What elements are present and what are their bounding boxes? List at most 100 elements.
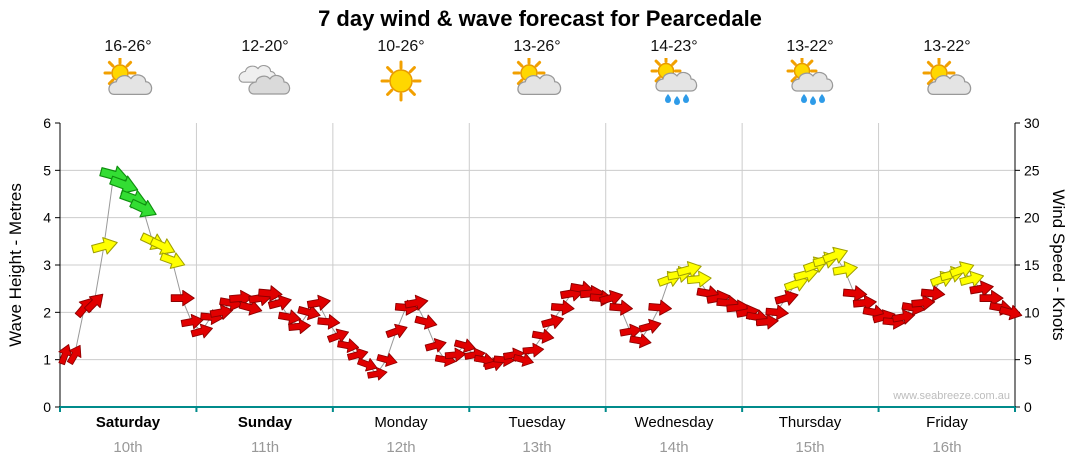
wind-arrow — [676, 261, 702, 278]
wind-arrow — [619, 323, 642, 339]
wind-arrow — [337, 338, 360, 353]
wind-arrow — [180, 314, 204, 330]
wind-arrow — [959, 270, 985, 288]
wind-arrow — [765, 304, 789, 321]
temp-range-thursday: 13-22° — [786, 38, 834, 55]
wind-arrow — [891, 309, 916, 325]
temp-range-tuesday: 13-26° — [513, 38, 561, 55]
wind-arrow — [91, 237, 118, 255]
date-label: 16th — [932, 439, 962, 456]
wind-arrow — [278, 309, 302, 325]
wind-trend-line — [64, 174, 1011, 375]
left-tick-label: 1 — [43, 352, 51, 368]
wind-arrow — [149, 237, 176, 255]
weather-icon-partly-cloudy — [920, 56, 974, 106]
date-label: 12th — [386, 439, 416, 456]
wind-arrow — [979, 289, 1004, 307]
wind-arrow — [367, 366, 388, 381]
wind-arrow — [238, 300, 263, 316]
wind-arrow — [541, 314, 564, 330]
wind-arrow — [512, 353, 534, 367]
date-label: 14th — [659, 439, 689, 456]
wind-arrow — [376, 353, 398, 367]
left-tick-label: 0 — [43, 399, 51, 415]
weather-icon-partly-cloudy — [101, 56, 155, 106]
weather-icon-showers — [783, 55, 837, 106]
wind-arrow — [774, 289, 799, 306]
right-tick-label: 30 — [1024, 115, 1040, 131]
day-label-monday: Monday — [374, 414, 428, 431]
date-label: 13th — [522, 439, 552, 456]
weather-icon-showers — [647, 55, 701, 106]
wind-arrow — [357, 358, 378, 372]
wind-arrow — [920, 285, 946, 302]
wind-arrow — [414, 314, 438, 330]
wind-arrow — [755, 314, 779, 330]
wind-arrow — [297, 304, 321, 321]
wind-arrow — [522, 342, 545, 358]
weather-icon-partly-cloudy — [510, 56, 564, 106]
wind-arrow — [911, 294, 936, 311]
day-label-thursday: Thursday — [778, 414, 842, 431]
left-tick-label: 6 — [43, 115, 51, 131]
wind-arrow — [444, 347, 467, 363]
day-label-saturday: Saturday — [95, 414, 161, 431]
wind-arrow — [998, 304, 1023, 321]
wind-arrow — [190, 323, 213, 339]
temp-range-saturday: 16-26° — [104, 38, 152, 55]
wind-arrow — [83, 293, 104, 314]
wind-arrow — [209, 304, 234, 320]
left-tick-label: 3 — [43, 257, 51, 273]
temp-range-friday: 13-22° — [923, 38, 971, 55]
wind-arrow — [288, 318, 311, 335]
tick-labels: 0 1 2 3 4 5 6 0 5 10 15 20 25 30 — [43, 115, 1040, 415]
wind-arrow — [949, 261, 975, 278]
wind-arrow — [385, 323, 408, 339]
wind-arrow — [159, 252, 186, 269]
wind-arrow — [832, 261, 858, 278]
wind-arrow — [424, 338, 447, 353]
chart-title: 7 day wind & wave forecast for Pearcedal… — [318, 6, 762, 31]
wind-arrow — [129, 198, 157, 218]
date-label: 10th — [113, 439, 143, 456]
wind-arrow — [599, 289, 624, 306]
wind-arrow — [453, 338, 476, 353]
weather-icon-sunny — [374, 58, 428, 106]
wind-arrow — [969, 280, 994, 297]
wind-arrow — [346, 347, 369, 362]
left-tick-label: 5 — [43, 162, 51, 178]
right-tick-label: 10 — [1024, 304, 1040, 320]
wind-arrows — [58, 165, 1023, 381]
left-tick-label: 4 — [43, 210, 51, 226]
temp-range-wednesday: 14-23° — [650, 38, 698, 55]
wind-arrow — [648, 299, 672, 316]
day-label-wednesday: Wednesday — [634, 414, 714, 431]
wind-arrow — [267, 294, 292, 311]
wind-arrow — [531, 328, 555, 344]
day-label-friday: Friday — [926, 414, 968, 431]
wind-arrow — [326, 328, 350, 343]
right-tick-label: 0 — [1024, 399, 1032, 415]
wind-arrow — [306, 294, 331, 311]
wind-arrow — [842, 285, 868, 302]
wind-arrow — [638, 318, 662, 334]
temp-range-sunday: 12-20° — [241, 38, 289, 55]
wind-arrow — [686, 270, 712, 288]
wind-arrow — [822, 246, 848, 264]
wind-arrow — [629, 333, 652, 349]
right-axis-title: Wind Speed - Knots — [1049, 189, 1068, 341]
temp-range-monday: 10-26° — [377, 38, 425, 55]
wind-arrow — [258, 285, 283, 302]
wind-arrow — [609, 299, 633, 316]
watermark-text: www.seabreeze.com.au — [893, 390, 1010, 402]
right-tick-label: 25 — [1024, 162, 1040, 178]
wind-arrow — [66, 344, 82, 365]
date-label: 11th — [250, 439, 280, 456]
weather-icon-cloudy — [238, 58, 292, 106]
day-label-tuesday: Tuesday — [508, 414, 566, 431]
day-label-sunday: Sunday — [237, 414, 293, 431]
wind-arrow — [550, 299, 575, 316]
wind-arrow — [852, 294, 877, 311]
